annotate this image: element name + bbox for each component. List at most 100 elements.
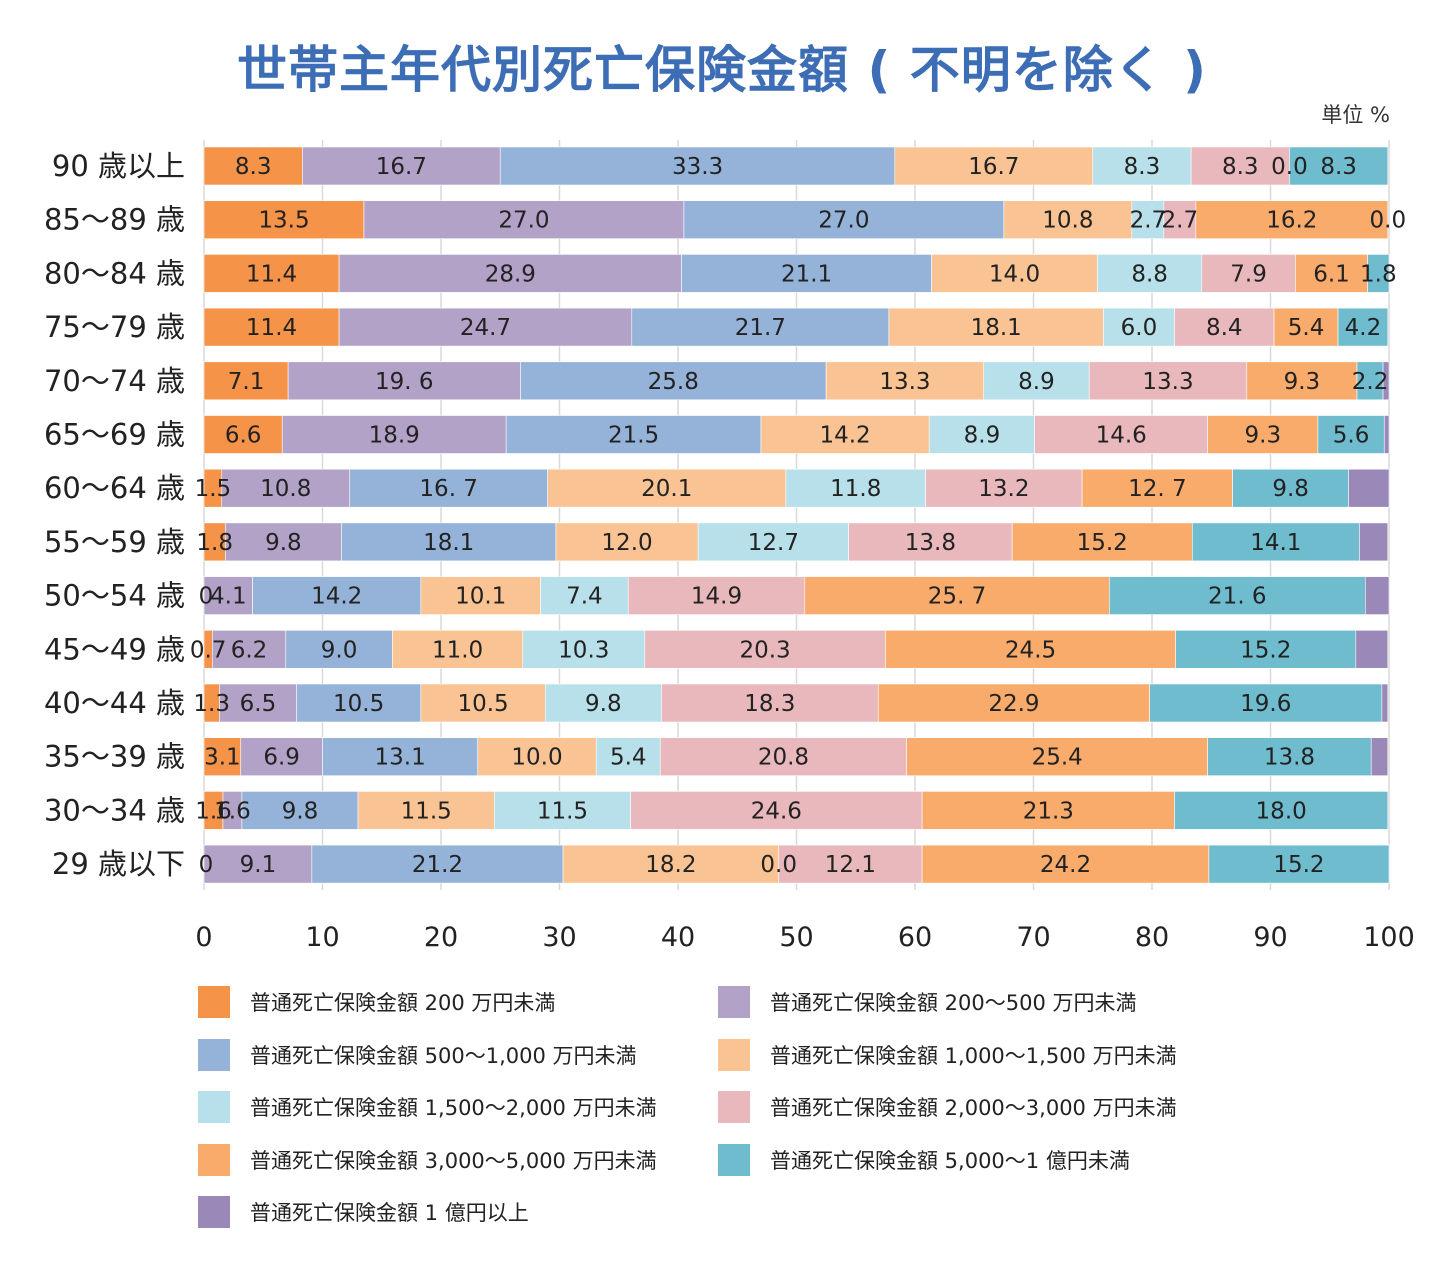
data-label: 24.6	[751, 798, 802, 824]
bar-row: 0.7 6.2 9.0 11.0 10.3 20.3 24.5 15.2	[190, 629, 1389, 669]
bar-segment	[287, 361, 521, 401]
data-label: 9.8	[585, 691, 622, 717]
bar-segment	[203, 844, 313, 884]
bar-segment	[240, 737, 323, 777]
data-label: 13.1	[375, 745, 426, 771]
legend-item: 普通死亡保険金額 3,000～5,000 万円未満	[198, 1134, 718, 1187]
bar-segment	[241, 791, 359, 830]
x-tick-label: 30	[542, 922, 576, 953]
bar-segment	[363, 200, 685, 239]
data-label: 10.8	[260, 476, 311, 502]
data-label: 0.7	[190, 637, 227, 663]
category-label: 35～39 歳	[44, 740, 185, 774]
data-label: 13.5	[258, 208, 309, 234]
data-label: 9.1	[240, 852, 277, 878]
bar-rows: 8.3 16.7 33.3 16.7 8.3 8.3 0.0 8.313.5 27.0 27.0 1…	[190, 146, 1406, 884]
bar-segment	[785, 468, 926, 508]
bar-segment	[1195, 200, 1389, 239]
bar-segment	[302, 146, 501, 186]
data-label: 16.7	[376, 154, 427, 180]
legend-swatch	[198, 986, 230, 1019]
bar-segment	[1207, 737, 1372, 777]
bar-segment	[1201, 254, 1296, 293]
data-label: 11.5	[401, 798, 452, 824]
data-label: 11.8	[830, 476, 881, 502]
bar-segment	[661, 683, 879, 723]
bar-segment	[1103, 307, 1175, 347]
data-label: 8.3	[235, 154, 272, 180]
data-label: 24.7	[460, 315, 511, 341]
data-label: 4.1	[210, 584, 247, 610]
bar-segment	[494, 791, 631, 830]
bar-segment	[520, 361, 827, 401]
category-label: 75～79 歳	[44, 310, 185, 344]
bar-row: 11.4 28.9 21.1 14.0 8.8 7.9 6.1 1.8	[203, 254, 1397, 293]
data-label: 11.5	[537, 798, 588, 824]
legend-label: 普通死亡保険金額 3,000～5,000 万円未満	[250, 1148, 657, 1173]
data-label: 18.3	[744, 691, 795, 717]
bar-segment	[627, 576, 806, 615]
bar-segment	[225, 522, 342, 562]
x-tick-label: 60	[898, 922, 932, 953]
data-label: 7.4	[566, 584, 603, 610]
data-label: 5.6	[1333, 423, 1370, 449]
data-label: 9.3	[1284, 369, 1321, 395]
data-label: 8.3	[1320, 154, 1357, 180]
data-label: 6.5	[240, 691, 277, 717]
data-label: 3.1	[204, 745, 241, 771]
bar-segment	[1174, 791, 1389, 830]
data-label: 0.0	[760, 852, 797, 878]
data-label: 21.5	[608, 423, 659, 449]
bar-segment	[1191, 522, 1360, 562]
bar-segment	[522, 629, 646, 669]
bar-segment	[1348, 468, 1390, 508]
bar-segment	[311, 844, 564, 884]
legend-swatch	[718, 1143, 750, 1176]
data-label: 2.7	[1162, 208, 1199, 234]
data-label: 25.8	[648, 369, 699, 395]
bar-segment	[281, 415, 507, 454]
legend-swatch	[718, 986, 750, 1019]
bar-segment	[221, 468, 351, 508]
legend-swatch	[198, 1196, 230, 1229]
data-label: 0.0	[1271, 154, 1308, 180]
data-label: 9.0	[321, 637, 358, 663]
bar-segment	[1011, 522, 1193, 562]
bar-segment	[778, 844, 923, 884]
data-label: 4.2	[1345, 315, 1382, 341]
bar-segment	[203, 415, 283, 454]
data-label: 18.0	[1256, 798, 1307, 824]
chart-title: 世帯主年代別死亡保険金額 ( 不明を除く )	[237, 41, 1207, 99]
stacked-bar-chart: 8.3 16.7 33.3 16.7 8.3 8.3 0.0 8.313.5 27.0 27.0 1…	[44, 140, 1415, 953]
bar-row: 04.1 14.2 10.1 7.4 14.9 25. 7 21. 6	[199, 576, 1390, 615]
bar-row: 8.3 16.7 33.3 16.7 8.3 8.3 0.0 8.3	[203, 146, 1389, 186]
data-label: 14.2	[819, 423, 870, 449]
bar-segment	[505, 415, 762, 454]
bar-segment	[1207, 415, 1319, 454]
bar-segment	[921, 844, 1210, 884]
data-label: 6.9	[263, 745, 300, 771]
bar-segment	[338, 307, 633, 347]
legend-item: 普通死亡保険金額 1,500～2,000 万円未満	[198, 1081, 718, 1134]
bar-segment	[885, 629, 1177, 669]
bar-row: 6.6 18.9 21.5 14.2 8.9 14.6 9.3 5.6	[203, 415, 1390, 454]
data-label: 13.2	[978, 476, 1029, 502]
bar-segment	[644, 629, 886, 669]
bar-segment	[252, 576, 422, 615]
bar-segment	[1097, 254, 1203, 293]
bar-row: 1.5 10.8 16. 7 20.1 11.8 13.2 12. 7 9.8	[195, 468, 1390, 508]
bar-segment	[341, 522, 557, 562]
data-label: 21.1	[781, 261, 832, 287]
bar-segment	[1383, 415, 1390, 454]
bar-row: 0 9.1 21.2 18.2 0.0 12.1 24.2 15.2	[199, 844, 1390, 884]
bar-segment	[877, 683, 1150, 723]
data-label: 21.7	[735, 315, 786, 341]
bar-segment	[681, 254, 932, 293]
bar-row: 7.1 19. 6 25.8 13.3 8.9 13.3 9.3 2.2	[203, 361, 1390, 401]
data-label: 13.8	[1264, 745, 1315, 771]
category-label: 90 歳以上	[52, 149, 185, 183]
bar-segment	[1359, 522, 1389, 562]
data-label: 20.3	[739, 637, 790, 663]
bar-segment	[1208, 844, 1390, 884]
